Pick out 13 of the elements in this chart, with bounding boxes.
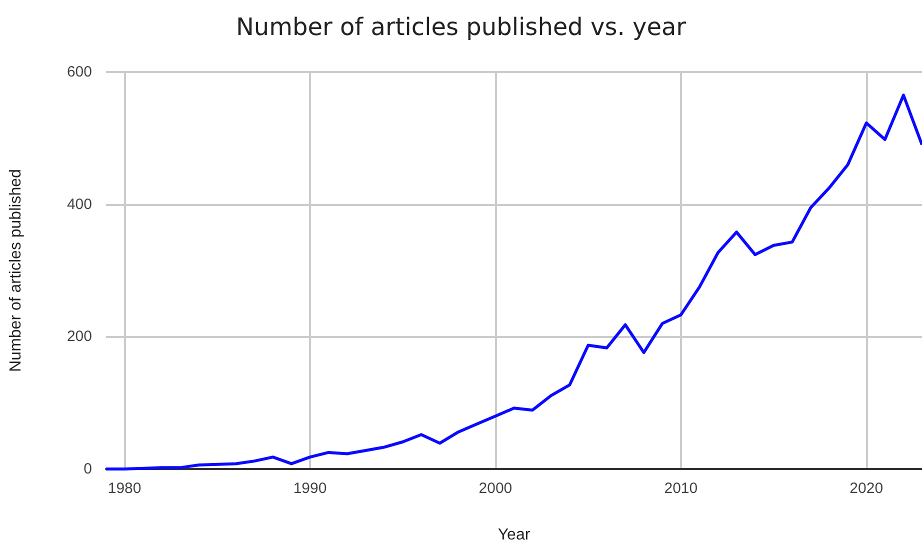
x-tick-label: 2010 — [664, 480, 698, 497]
x-tick-label: 2020 — [850, 480, 884, 497]
chart-title: Number of articles published vs. year — [236, 13, 686, 41]
y-axis-title: Number of articles published — [8, 169, 24, 372]
x-tick-label: 2000 — [478, 480, 512, 497]
y-tick-label: 400 — [66, 196, 92, 213]
x-tick-label: 1980 — [108, 480, 142, 497]
x-tick-label: 1990 — [293, 480, 327, 497]
line-series — [104, 94, 922, 470]
x-axis-title: Year — [498, 526, 531, 544]
y-tick-label: 200 — [66, 328, 92, 346]
y-tick-label: 0 — [84, 460, 92, 478]
y-tick-label: 600 — [66, 64, 92, 80]
